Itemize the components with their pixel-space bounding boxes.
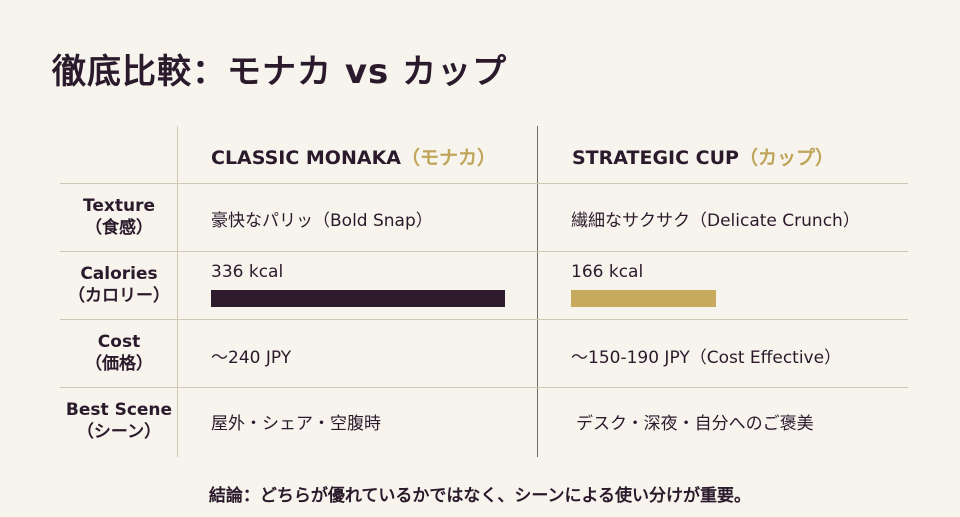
column-divider-middle: [537, 126, 538, 457]
column-divider-left: [177, 126, 178, 457]
cell-texture-monaka: 豪快なパリッ（Bold Snap）: [211, 211, 433, 231]
cell-cost-monaka: ～240 JPY: [211, 348, 292, 368]
page-title: 徹底比較：モナカ vs カップ: [52, 52, 508, 92]
row-divider: [60, 183, 908, 184]
cell-calories-monaka: 336 kcal: [211, 262, 284, 282]
calorie-bar-monaka: [211, 290, 505, 307]
cell-scene-cup: デスク・深夜・自分へのご褒美: [576, 414, 814, 434]
column-header-cup: STRATEGIC CUP（カップ）: [572, 147, 834, 169]
calorie-bar-cup: [571, 290, 717, 307]
cell-cost-cup: ～150-190 JPY（Cost Effective）: [571, 348, 842, 368]
conclusion-text: 結論：どちらが優れているかではなく、シーンによる使い分けが重要。: [208, 486, 752, 506]
row-label-calories: Calories （カロリー）: [68, 264, 170, 306]
cell-texture-cup: 繊細なサクサク（Delicate Crunch）: [571, 211, 860, 231]
column-header-monaka: CLASSIC MONAKA（モナカ）: [211, 147, 497, 169]
row-label-cost: Cost （価格）: [85, 332, 153, 374]
row-divider: [60, 251, 908, 252]
row-label-texture: Texture （食感）: [83, 196, 155, 238]
row-divider: [60, 319, 908, 320]
row-divider: [60, 387, 908, 388]
row-label-best-scene: Best Scene （シーン）: [65, 400, 173, 442]
cell-scene-monaka: 屋外・シェア・空腹時: [211, 414, 381, 434]
cell-calories-cup: 166 kcal: [571, 262, 644, 282]
